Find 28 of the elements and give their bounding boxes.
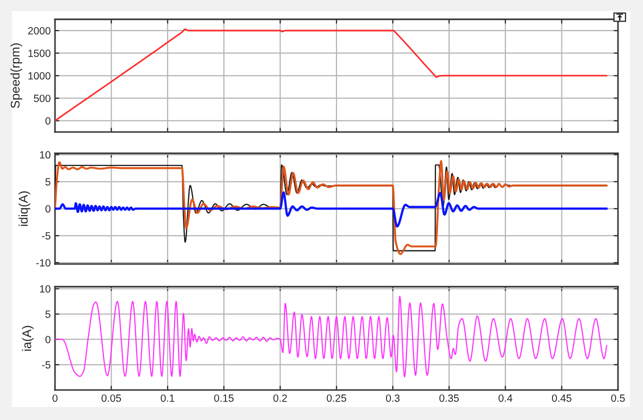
x-tick-label: 0.3 <box>386 394 400 402</box>
y-tick-label: 0 <box>45 205 50 213</box>
y-tick-label: 0 <box>45 117 50 125</box>
y-tick-label: 1000 <box>28 72 50 80</box>
x-tick-label: 0 <box>52 394 58 402</box>
y-tick-label: 5 <box>45 310 50 318</box>
y-tick-label: -5 <box>42 232 50 240</box>
x-tick-label: 0.2 <box>273 394 287 402</box>
x-tick-label: 0.4 <box>498 394 512 402</box>
y-axis-title: Speed(rpm) <box>10 43 22 108</box>
y-tick-label: -5 <box>42 361 50 369</box>
y-tick-label: 10 <box>40 285 50 293</box>
y-tick-label: 0 <box>45 336 50 344</box>
y-tick-label: 500 <box>34 94 50 102</box>
x-tick-label: 0.35 <box>439 394 459 402</box>
y-axis-title: idiq(A) <box>18 191 30 226</box>
y-axis-title: ia(A) <box>22 326 34 351</box>
x-tick-label: 0.1 <box>160 394 174 402</box>
y-tick-label: 5 <box>45 178 50 186</box>
y-tick-label: 2000 <box>28 27 50 34</box>
x-tick-label: 0.25 <box>326 394 346 402</box>
y-tick-label: -10 <box>36 259 50 267</box>
y-tick-label: 10 <box>40 151 50 159</box>
y-tick-label: 1500 <box>28 50 50 57</box>
x-tick-label: 0.15 <box>214 394 234 402</box>
x-tick-label: 0.45 <box>552 394 572 402</box>
x-tick-label: 0.05 <box>102 394 121 402</box>
x-tick-label: 0.5 <box>611 394 625 402</box>
